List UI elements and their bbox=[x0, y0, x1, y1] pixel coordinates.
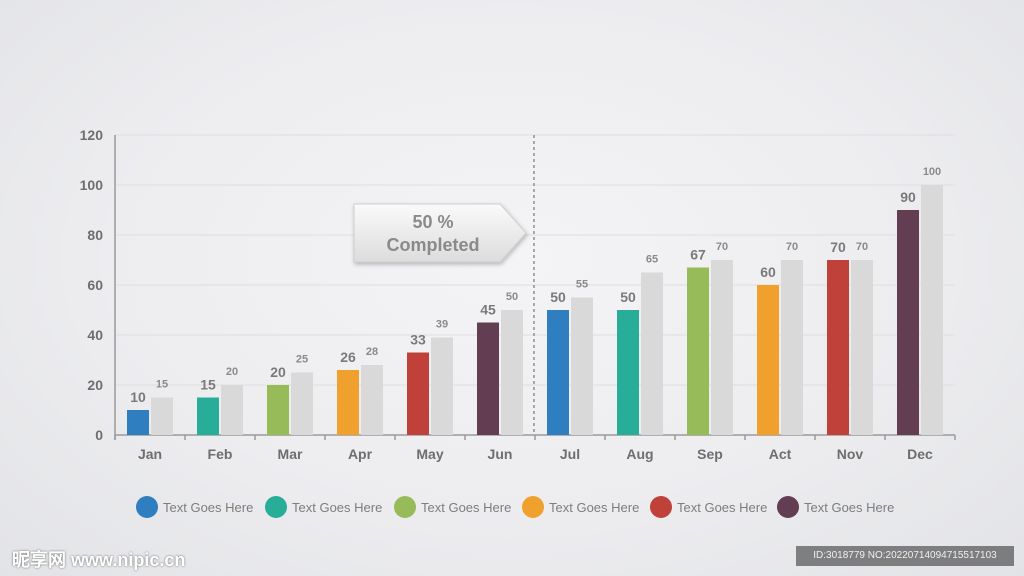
y-tick-label: 60 bbox=[87, 277, 103, 293]
x-tick-label: Apr bbox=[348, 446, 373, 462]
x-tick-label: Jun bbox=[488, 446, 513, 462]
data-label-primary: 90 bbox=[900, 189, 916, 205]
data-label-primary: 45 bbox=[480, 302, 496, 318]
bar-secondary bbox=[501, 310, 523, 435]
data-label-secondary: 70 bbox=[856, 241, 868, 253]
data-label-primary: 20 bbox=[270, 364, 286, 380]
bar-primary bbox=[897, 210, 919, 435]
data-label-primary: 50 bbox=[620, 289, 636, 305]
y-tick-label: 100 bbox=[80, 177, 104, 193]
bar-secondary bbox=[221, 385, 243, 435]
bar-secondary bbox=[151, 397, 173, 435]
bar-secondary bbox=[571, 297, 593, 435]
data-label-secondary: 25 bbox=[296, 354, 308, 366]
data-label-primary: 60 bbox=[760, 264, 776, 280]
axes: 0 20 40 60 80 100 120 Jan Feb Mar Apr May Jun Jul Aug S… bbox=[80, 127, 956, 462]
bar-primary bbox=[407, 352, 429, 435]
legend-marker bbox=[777, 496, 799, 518]
y-tick-label: 0 bbox=[95, 427, 103, 443]
x-tick-label: Act bbox=[769, 446, 792, 462]
bar-secondary bbox=[361, 365, 383, 435]
bar-primary bbox=[197, 397, 219, 435]
data-label-primary: 67 bbox=[690, 247, 706, 263]
data-label-primary: 50 bbox=[550, 289, 566, 305]
x-tick-label: Sep bbox=[697, 446, 723, 462]
callout-percent: 50 % bbox=[412, 212, 453, 232]
data-label-primary: 33 bbox=[410, 332, 426, 348]
legend-marker bbox=[522, 496, 544, 518]
data-label-primary: 10 bbox=[130, 389, 146, 405]
legend-marker bbox=[650, 496, 672, 518]
gridlines bbox=[115, 134, 955, 386]
data-label-secondary: 70 bbox=[786, 241, 798, 253]
y-tick-label: 80 bbox=[87, 227, 103, 243]
legend: Text Goes Here Text Goes Here Text Goes He… bbox=[136, 496, 894, 518]
data-labels: 10 15 15 20 20 25 26 28 33 39 45 50 50 55 50 65 67 70 60 70… bbox=[130, 166, 941, 405]
x-tick-label: Jul bbox=[560, 446, 580, 462]
bar-primary bbox=[127, 410, 149, 435]
bar-secondary bbox=[711, 260, 733, 435]
bar-primary bbox=[827, 260, 849, 435]
data-label-primary: 15 bbox=[200, 377, 216, 393]
data-label-secondary: 65 bbox=[646, 254, 658, 266]
legend-label: Text Goes Here bbox=[677, 500, 767, 515]
data-label-secondary: 15 bbox=[156, 379, 168, 391]
bar-secondary bbox=[431, 337, 453, 435]
bar-secondary bbox=[781, 260, 803, 435]
data-label-primary: 70 bbox=[830, 239, 846, 255]
y-tick-label: 20 bbox=[87, 377, 103, 393]
x-tick-label: May bbox=[416, 446, 443, 462]
bar-secondary bbox=[641, 272, 663, 435]
bar-primary bbox=[267, 385, 289, 435]
bar-primary bbox=[617, 310, 639, 435]
legend-marker bbox=[136, 496, 158, 518]
bar-primary bbox=[477, 322, 499, 435]
data-label-secondary: 100 bbox=[923, 166, 941, 178]
legend-marker bbox=[265, 496, 287, 518]
x-tick-label: Mar bbox=[278, 446, 303, 462]
callout-label: Completed bbox=[386, 235, 479, 255]
legend-label: Text Goes Here bbox=[292, 500, 382, 515]
bar-secondary bbox=[921, 185, 943, 435]
data-label-secondary: 55 bbox=[576, 279, 588, 291]
bar-secondary bbox=[851, 260, 873, 435]
data-label-secondary: 50 bbox=[506, 291, 518, 303]
watermark-id: ID:3018779 NO:20220714094715517103 bbox=[796, 546, 1014, 566]
legend-label: Text Goes Here bbox=[804, 500, 894, 515]
data-label-secondary: 70 bbox=[716, 241, 728, 253]
watermark-site: 昵享网 www.nipic.cn bbox=[12, 550, 186, 570]
bar-secondary bbox=[291, 372, 313, 435]
progress-callout: 50 % Completed bbox=[353, 135, 535, 435]
legend-marker bbox=[394, 496, 416, 518]
data-label-secondary: 28 bbox=[366, 346, 378, 358]
data-label-primary: 26 bbox=[340, 349, 356, 365]
bar-primary bbox=[687, 267, 709, 435]
x-tick-label: Jan bbox=[138, 446, 162, 462]
legend-label: Text Goes Here bbox=[549, 500, 639, 515]
y-tick-label: 40 bbox=[87, 327, 103, 343]
x-tick-label: Dec bbox=[907, 446, 933, 462]
bar-primary bbox=[757, 285, 779, 435]
bars bbox=[127, 185, 943, 435]
legend-label: Text Goes Here bbox=[163, 500, 253, 515]
x-tick-label: Nov bbox=[837, 446, 864, 462]
legend-label: Text Goes Here bbox=[421, 500, 511, 515]
data-label-secondary: 20 bbox=[226, 366, 238, 378]
bar-primary bbox=[337, 370, 359, 435]
data-label-secondary: 39 bbox=[436, 319, 448, 331]
bar-primary bbox=[547, 310, 569, 435]
x-tick-label: Feb bbox=[208, 446, 233, 462]
x-tick-label: Aug bbox=[626, 446, 653, 462]
callout-arrow-shape bbox=[353, 203, 527, 263]
y-tick-label: 120 bbox=[80, 127, 104, 143]
